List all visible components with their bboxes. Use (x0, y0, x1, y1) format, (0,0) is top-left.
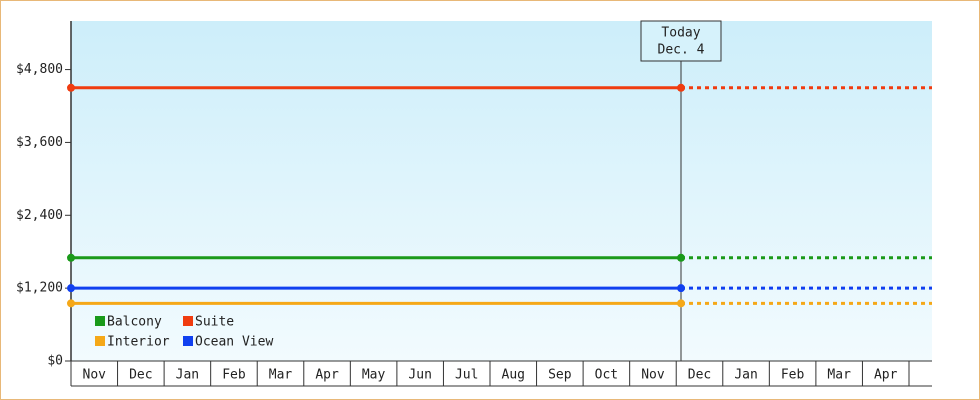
legend-swatch (183, 316, 193, 326)
x-tick-label: Mar (269, 368, 293, 383)
x-tick-label: Jan (734, 368, 757, 383)
x-tick-label: Jan (176, 368, 199, 383)
x-tick-label: Apr (315, 368, 339, 383)
legend-swatch (183, 336, 193, 346)
x-tick-label: Nov (641, 368, 665, 383)
x-tick-label: Mar (827, 368, 851, 383)
x-tick-label: May (362, 368, 386, 383)
x-tick-label: Dec (129, 368, 152, 383)
x-tick-label: Feb (781, 368, 805, 383)
x-tick-label: Dec (688, 368, 711, 383)
y-tick-label: $3,600 (16, 135, 63, 150)
series-marker (67, 83, 75, 92)
legend-label: Balcony (107, 315, 162, 330)
x-tick-label: Oct (595, 368, 618, 383)
series-marker (677, 284, 685, 293)
series-marker (67, 253, 75, 262)
y-tick-label: $0 (47, 354, 63, 369)
today-date: Dec. 4 (658, 43, 705, 58)
x-tick-label: Feb (222, 368, 246, 383)
legend-label: Ocean View (195, 335, 273, 350)
today-box (640, 20, 722, 62)
y-tick-label: $1,200 (16, 281, 63, 296)
series-marker (677, 299, 685, 308)
x-tick-label: Aug (502, 368, 525, 383)
series-marker (677, 83, 685, 92)
x-tick-label: Apr (874, 368, 898, 383)
series-marker (677, 253, 685, 262)
y-tick-label: $2,400 (16, 208, 63, 223)
x-tick-label: Jul (455, 368, 478, 383)
today-label: Today (661, 26, 700, 41)
x-tick-label: Nov (83, 368, 107, 383)
x-tick-label: Sep (548, 368, 572, 383)
plot-area (71, 21, 932, 361)
series-marker (67, 284, 75, 293)
x-tick-label: Jun (408, 368, 431, 383)
legend-swatch (95, 336, 105, 346)
series-marker (67, 299, 75, 308)
y-tick-label: $4,800 (16, 62, 63, 77)
legend-swatch (95, 316, 105, 326)
legend-label: Suite (195, 315, 234, 330)
legend-label: Interior (107, 335, 170, 350)
